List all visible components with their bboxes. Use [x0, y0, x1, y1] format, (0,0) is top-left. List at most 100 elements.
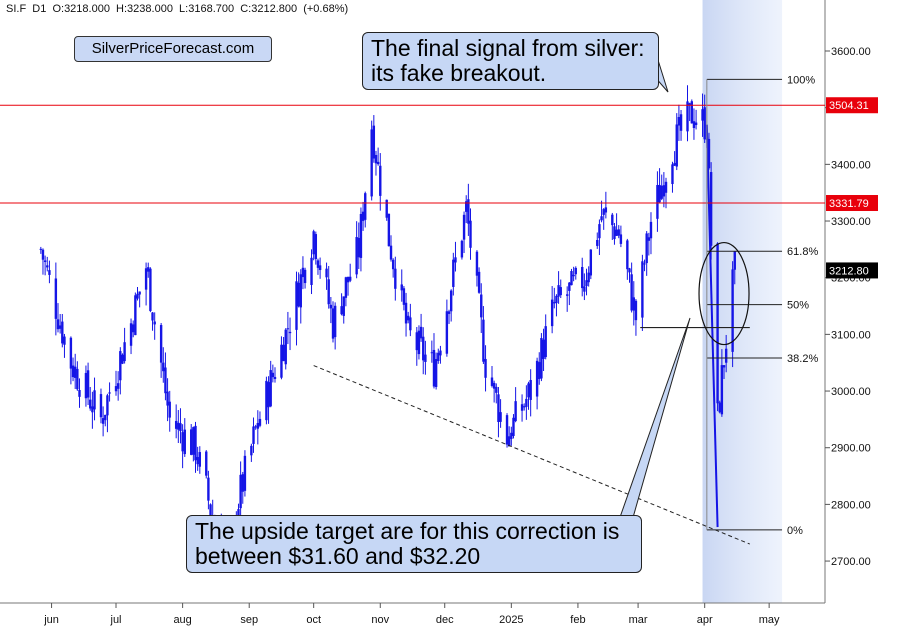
candle-body [585, 280, 588, 287]
candle-body [415, 332, 418, 351]
candle [144, 262, 148, 306]
candle [467, 183, 470, 236]
candle [114, 370, 118, 396]
candle [469, 208, 472, 260]
candle-body [71, 365, 75, 378]
candle [460, 239, 464, 260]
brand-badge: SilverPriceForecast.com [74, 36, 272, 62]
candle-body [492, 382, 496, 389]
candle [136, 286, 139, 301]
candle-body [628, 268, 631, 273]
candle [542, 328, 545, 371]
candle-body [48, 270, 51, 275]
candle-body [542, 339, 545, 359]
fib-label: 100% [787, 74, 815, 86]
candle-body [465, 201, 468, 212]
candle-body [99, 394, 103, 418]
candle [116, 371, 120, 401]
candle [490, 366, 494, 388]
bottom-callout-tail [611, 317, 691, 542]
candle-body [731, 269, 734, 352]
candle [688, 102, 691, 122]
candle-body [86, 370, 90, 398]
candle-body [611, 214, 614, 226]
candle [565, 286, 569, 312]
candle-body [151, 312, 154, 321]
candle [559, 279, 562, 299]
candle-body [192, 427, 195, 455]
candle-body [114, 386, 118, 392]
candle-body [658, 184, 661, 203]
candle [86, 362, 90, 405]
candle-body [514, 401, 517, 422]
candle-body [520, 404, 524, 411]
candle [374, 150, 378, 176]
candle [656, 171, 659, 232]
candle-body [370, 129, 373, 197]
candle [583, 273, 586, 301]
y-tick-label: 3600.00 [831, 46, 871, 58]
candle [254, 424, 257, 430]
candle-body [91, 406, 94, 413]
candle [108, 382, 111, 402]
candle [190, 424, 193, 456]
candle [89, 386, 92, 411]
candle-body [673, 162, 676, 166]
candle-body [632, 297, 635, 311]
candle-body [63, 336, 66, 345]
candle [183, 418, 186, 457]
x-tick-label: sep [240, 614, 258, 626]
candle [121, 353, 124, 365]
candle-body [153, 321, 156, 325]
candle [664, 177, 668, 209]
candle [570, 268, 573, 286]
candle-body [43, 260, 47, 263]
candle [147, 262, 150, 278]
candle [600, 200, 603, 223]
candle [587, 266, 590, 287]
candle [314, 231, 318, 265]
candle-body [574, 267, 577, 275]
candle-body [499, 412, 502, 422]
candle-body [718, 402, 721, 413]
candle [346, 276, 350, 296]
candle [430, 340, 434, 363]
candle-body [656, 185, 659, 219]
candle-body [467, 199, 470, 224]
x-tick-label: apr [697, 614, 713, 626]
candle [677, 104, 681, 141]
candle-body [41, 249, 45, 260]
candle-body [355, 237, 358, 275]
candle [310, 249, 313, 295]
candle-body [677, 117, 681, 126]
candle [359, 207, 363, 272]
candle-body [452, 259, 455, 287]
last-price-badge [826, 262, 878, 279]
candle [535, 357, 539, 410]
candle [389, 235, 393, 262]
candle-body [325, 268, 328, 278]
candle [194, 421, 197, 473]
candle-body [196, 457, 199, 465]
candle [482, 306, 485, 364]
candle-body [565, 294, 569, 296]
candle [327, 265, 330, 309]
candle-body [484, 358, 487, 378]
highlight-ellipse [698, 241, 750, 346]
candle [514, 387, 517, 423]
candle [529, 369, 532, 417]
candle [613, 222, 616, 245]
candle [645, 231, 648, 276]
candle [132, 320, 135, 338]
candle [153, 312, 156, 340]
candle-body [340, 306, 343, 315]
candle [331, 301, 335, 343]
candle [364, 191, 367, 228]
candle [162, 347, 165, 383]
candle [634, 299, 638, 336]
candle-body [643, 263, 646, 265]
candle [404, 292, 408, 337]
candle [574, 266, 577, 280]
candle-body [733, 251, 736, 270]
candle-body [645, 233, 648, 264]
